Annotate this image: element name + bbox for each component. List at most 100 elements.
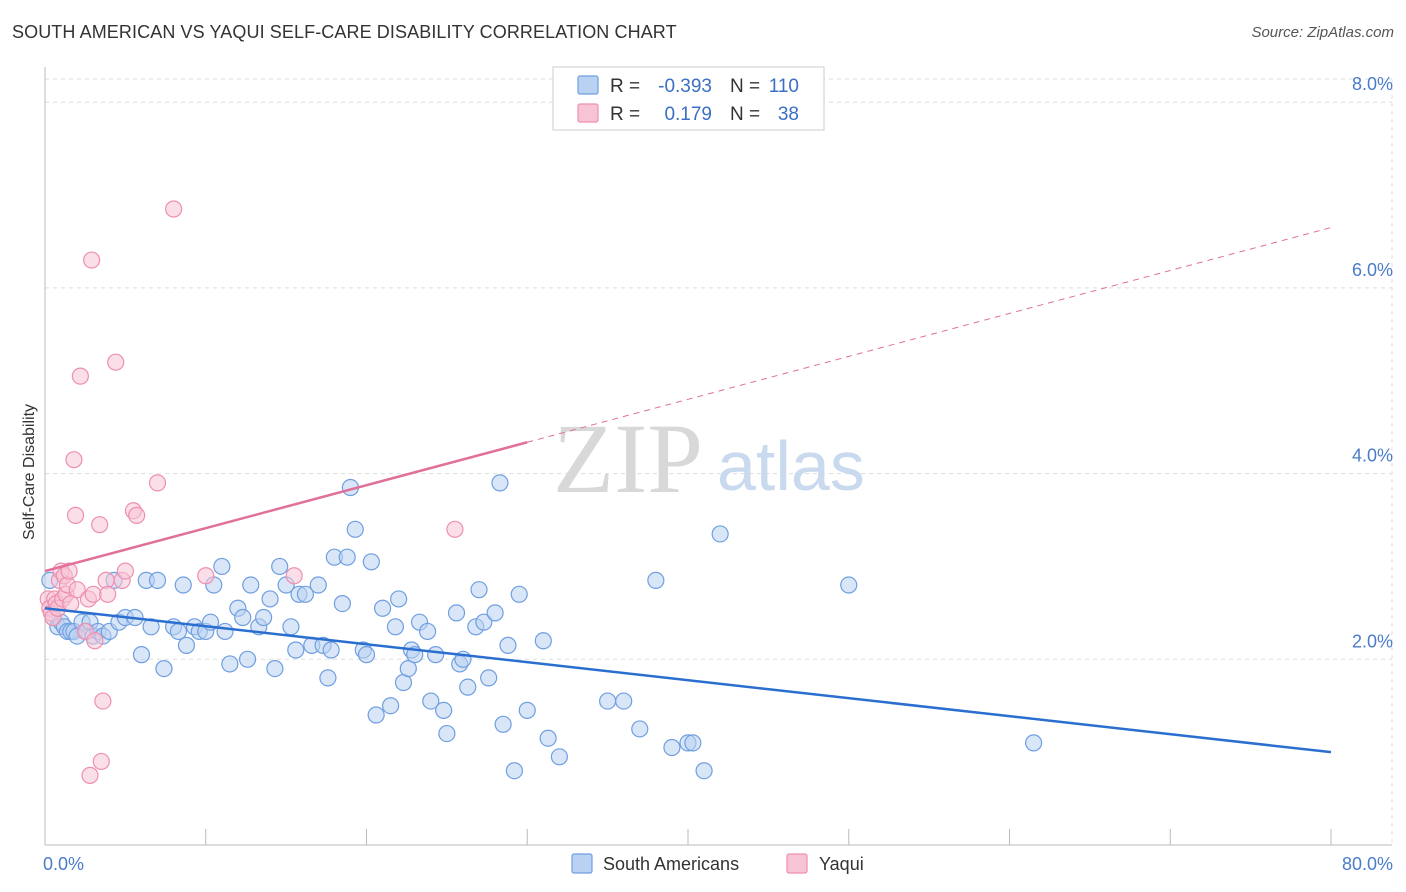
south-americans-point [631,720,649,738]
south-americans-point [309,576,327,594]
bottom-legend-label-south-americans: South Americans [603,854,739,874]
yaqui-point [65,451,83,469]
legend-r-value-south-americans: -0.393 [658,76,712,97]
south-americans-point [475,613,493,631]
y-tick-label: 4.0% [1352,446,1393,466]
south-americans-point [480,669,498,687]
south-americans-point [148,571,167,589]
legend-r-value-yaqui: 0.179 [664,104,712,125]
south-americans-point [213,557,231,576]
yaqui-point [83,251,101,269]
south-americans-point [491,474,509,492]
watermark-zip: ZIP [553,403,703,514]
south-americans-point [386,618,405,636]
yaqui-point [285,567,303,585]
south-americans-point [534,632,552,650]
south-americans-point [499,636,517,654]
legend-n-label-south-americans: N = [730,76,760,97]
south-americans-point [711,525,729,543]
watermark: ZIP atlas [553,403,865,514]
south-americans-point [155,659,173,678]
yaqui-point [92,752,110,771]
stats-legend: R = -0.393 N = 110 R = 0.179 N = 38 [552,66,825,131]
y-tick-label: 6.0% [1352,260,1393,280]
bottom-legend-swatch-south-americans [571,853,593,874]
legend-n-value-yaqui: 38 [778,104,799,125]
south-americans-point [510,585,528,603]
south-americans-point [435,701,453,719]
south-americans-point [1025,734,1043,752]
south-americans-point [221,655,239,673]
south-americans-point [470,581,488,599]
south-americans-point [357,646,376,664]
trend-line-yaqui-extrapolated [527,227,1332,443]
south-americans-point [422,692,440,710]
axes [44,67,1392,846]
south-americans-point [382,697,400,715]
south-americans-point [234,608,252,627]
south-americans-point [177,636,196,654]
south-americans-point [418,622,437,641]
south-americans-point [438,724,456,743]
x-tick-label-max: 80.0% [1342,854,1393,874]
south-americans-point [505,762,523,780]
south-americans-point [447,604,466,622]
south-americans-point [663,738,681,757]
south-americans-point [216,622,234,641]
south-americans-point [599,692,617,710]
legend-swatch-yaqui [577,103,599,123]
chart-title: SOUTH AMERICAN VS YAQUI SELF-CARE DISABI… [12,22,677,42]
source-credit: Source: ZipAtlas.com [1251,24,1394,41]
yaqui-point [94,692,112,710]
south-americans-point [840,576,858,594]
south-americans-point [695,762,713,780]
trend-line-yaqui [44,441,528,573]
series-yaqui [39,200,464,784]
yaqui-point [71,367,89,385]
south-americans-point [539,729,557,747]
y-tick-label: 8.0% [1352,74,1393,94]
south-americans-point [271,557,289,576]
south-americans-point [486,604,504,622]
legend-r-label-south-americans: R = [610,76,640,97]
x-tick-label-min: 0.0% [43,854,84,874]
south-americans-point [373,599,392,617]
south-americans-point [338,548,356,566]
legend-n-label-yaqui: N = [730,104,760,125]
legend-n-value-south-americans: 110 [769,76,799,97]
south-americans-point [550,748,569,766]
south-americans-point [647,571,665,589]
yaqui-point [84,585,102,603]
south-americans-point [238,650,257,668]
south-americans-point [132,646,151,664]
south-americans-point [319,669,337,687]
yaqui-point [116,562,134,580]
south-americans-point [242,576,260,594]
south-americans-point [169,622,188,641]
bottom-legend-swatch-yaqui [786,853,808,874]
legend-swatch-south-americans [577,75,599,95]
trend-line-south-americans [44,606,1332,754]
south-americans-point [459,678,477,696]
yaqui-point [86,632,104,650]
south-americans-point [615,692,633,710]
south-americans-point [390,590,408,608]
south-americans-point [266,659,284,678]
south-americans-point [399,659,417,678]
yaqui-point [197,567,215,585]
south-americans-point [322,641,340,659]
watermark-atlas: atlas [717,427,865,505]
yaqui-point [81,766,99,784]
tick-labels: 2.0% 4.0% 6.0% 8.0% 0.0% 80.0% [43,74,1393,874]
yaqui-point [91,516,109,534]
yaqui-point [128,506,146,524]
bottom-legend-label-yaqui: Yaqui [819,854,864,874]
yaqui-point [68,581,86,599]
south-americans-point [255,608,273,627]
yaqui-point [60,562,78,580]
yaqui-point [446,520,464,538]
south-americans-point [261,590,279,608]
south-americans-point [174,576,192,594]
south-americans-point [287,641,305,659]
